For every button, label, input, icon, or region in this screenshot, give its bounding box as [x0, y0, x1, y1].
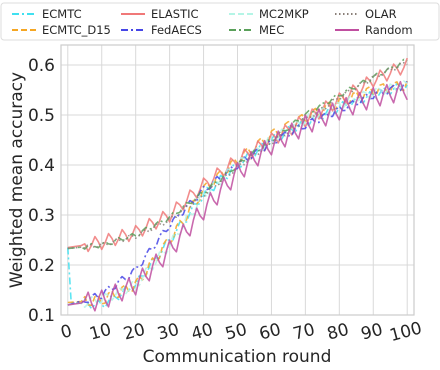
y-tick-label: 0.6	[28, 56, 55, 76]
legend-box	[0, 2, 440, 41]
y-tick-label: 0.5	[28, 106, 55, 126]
x-tick-label: 90	[359, 320, 385, 345]
x-tick-label: 80	[325, 320, 351, 345]
y-tick-label: 0.3	[28, 206, 55, 226]
series-line-mec	[67, 58, 408, 250]
y-tick-label: 0.4	[28, 156, 55, 176]
x-tick-label: 30	[155, 320, 181, 345]
x-tick-label: 0	[59, 321, 75, 343]
series-line-random	[67, 80, 408, 312]
legend-label: MC2MKP	[259, 7, 309, 21]
x-tick-label: 100	[388, 318, 425, 346]
legend-label: ELASTIC	[151, 7, 199, 21]
series-line-fedaecs	[67, 80, 408, 306]
legend-label: MEC	[259, 23, 284, 37]
legend-label: ECMTC_D15	[42, 23, 111, 37]
x-tick-label: 70	[291, 320, 317, 345]
y-axis-title: Weighted mean accuracy	[7, 72, 27, 288]
x-tick-label: 20	[121, 320, 147, 345]
plot-frame	[60, 44, 415, 316]
x-axis-ticks: 0 10 20 30 40 50 60 70 80 90 100	[59, 318, 425, 346]
y-tick-label: 0.2	[28, 256, 55, 276]
legend-label: Random	[365, 23, 413, 37]
x-tick-label: 40	[189, 320, 215, 345]
y-tick-label: 0.1	[28, 306, 55, 326]
x-axis-title: Communication round	[143, 347, 332, 367]
legend-label: OLAR	[365, 7, 397, 21]
x-tick-label: 10	[87, 320, 113, 345]
x-tick-label: 50	[223, 320, 249, 345]
legend-label: FedAECS	[151, 23, 202, 37]
legend: ECMTC ECMTC_D15 ELASTIC FedAECS MC2MKP MEC OLA…	[0, 2, 440, 41]
series-layer	[66, 57, 408, 312]
legend-label: ECMTC	[42, 7, 82, 21]
x-tick-label: 60	[257, 320, 283, 345]
y-axis-ticks: 0.1 0.2 0.3 0.4 0.5 0.6	[28, 56, 55, 326]
